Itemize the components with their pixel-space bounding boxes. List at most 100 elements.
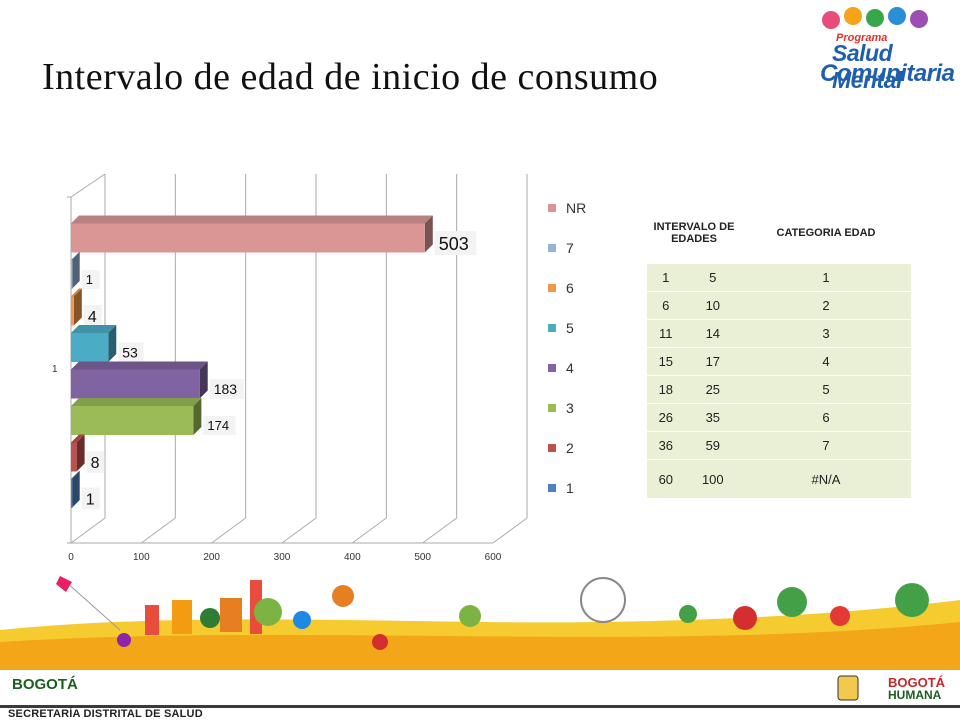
- bar-2: [71, 442, 77, 472]
- category-cell: 3: [741, 319, 911, 348]
- legend-label: 2: [566, 440, 574, 456]
- data-label-bg: [86, 451, 105, 473]
- logo-program-text: Programa: [836, 32, 888, 44]
- interval-from-cell: 1: [647, 264, 685, 292]
- person-icon: [679, 605, 697, 623]
- data-label: 8: [91, 455, 100, 472]
- bar-top: [71, 361, 208, 370]
- person-icon: [200, 608, 220, 628]
- bar-3: [71, 406, 194, 435]
- x-tick-label: 0: [68, 552, 74, 563]
- bar-side: [424, 215, 433, 253]
- bar-side: [199, 361, 208, 399]
- legend-swatch: [548, 204, 556, 212]
- data-label: 53: [122, 345, 138, 361]
- ferris-wheel-icon: [580, 577, 626, 623]
- x-tick-label: 400: [344, 552, 361, 563]
- bar-side: [71, 471, 80, 508]
- bar-side: [76, 434, 85, 472]
- floor-gridline: [281, 517, 317, 544]
- interval-from-cell: 26: [647, 403, 685, 432]
- category-cell: 7: [741, 431, 911, 460]
- footer-bar: [0, 672, 960, 720]
- interval-from-cell: 15: [647, 347, 685, 376]
- data-label: 4: [88, 309, 97, 326]
- interval-to-cell: 10: [684, 291, 741, 320]
- interval-from-cell: 6: [647, 291, 685, 320]
- footer-divider: [0, 705, 960, 708]
- data-label: 174: [207, 418, 229, 433]
- tree-icon: [895, 583, 929, 617]
- person-icon: [830, 606, 850, 626]
- table-row: 60 100 #N/A: [647, 459, 911, 499]
- wall-edge: [70, 173, 106, 198]
- legend-label: 5: [566, 320, 574, 336]
- tree-icon: [777, 587, 807, 617]
- balloon-icon: [332, 585, 354, 607]
- legend-label: NR: [566, 200, 587, 216]
- data-label: 183: [214, 381, 238, 397]
- data-label-bg: [81, 487, 100, 510]
- legend-swatch: [548, 404, 556, 412]
- bar-top: [71, 434, 85, 443]
- cyclist-icon: [372, 634, 388, 650]
- legend-swatch: [548, 244, 556, 252]
- interval-from-cell: 36: [647, 431, 685, 460]
- data-label-bg: [209, 379, 244, 399]
- building-icon: [172, 600, 192, 634]
- interval-from-cell: 18: [647, 375, 685, 404]
- person-icon: [293, 611, 311, 629]
- legend-swatch: [548, 324, 556, 332]
- legend-label: 6: [566, 280, 574, 296]
- bar-NR: [71, 223, 425, 253]
- bar-side: [71, 252, 80, 289]
- table-row: 11 14 3: [647, 319, 911, 348]
- table-header-categoria: CATEGORIA EDAD: [741, 202, 911, 264]
- interval-to-cell: 25: [684, 375, 741, 404]
- table-row: 36 59 7: [647, 431, 911, 460]
- data-label: 503: [439, 234, 469, 254]
- kite-icon: [56, 576, 72, 592]
- bar-top: [71, 215, 433, 224]
- salud-mental-logo: Programa Salud Mental Comunitaria: [806, 2, 956, 94]
- building-icon: [220, 598, 242, 632]
- interval-to-cell: 17: [684, 347, 741, 376]
- building-icon: [145, 605, 159, 635]
- interval-to-cell: 59: [684, 431, 741, 460]
- table-header-intervalo: INTERVALO DE EDADES: [647, 202, 741, 264]
- family-icon: [733, 606, 757, 630]
- interval-to-cell: 100: [684, 459, 741, 499]
- bar-5: [71, 333, 109, 362]
- floor-gridline: [70, 517, 106, 544]
- logo-title-2: Comunitaria: [820, 60, 955, 87]
- kite-string: [65, 581, 121, 631]
- logo-figures-icon: [822, 7, 928, 29]
- bar-6: [71, 296, 74, 326]
- floor-gridline: [352, 517, 387, 544]
- legend-swatch: [548, 284, 556, 292]
- bogota-left-logo: BOGOTÁ: [12, 676, 78, 693]
- x-tick-label: 200: [203, 552, 220, 563]
- table-row: 15 17 4: [647, 347, 911, 376]
- legend-swatch: [548, 444, 556, 452]
- child-icon: [117, 633, 131, 647]
- data-label-bg: [118, 342, 144, 363]
- data-label: 1: [86, 492, 95, 509]
- legend-swatch: [548, 364, 556, 372]
- y-tick-label: 1: [52, 364, 58, 375]
- bar-top: [71, 325, 117, 333]
- x-tick-label: 600: [485, 552, 502, 563]
- bar-top: [71, 252, 80, 260]
- person-icon: [459, 605, 481, 627]
- bar-7: [71, 260, 73, 289]
- legend-swatch: [548, 484, 556, 492]
- bogota-right-text-1: BOGOTÁ: [888, 675, 946, 690]
- bogota-right-text-2: HUMANA: [888, 688, 942, 702]
- legend-label: 3: [566, 400, 574, 416]
- floor-gridline: [422, 517, 457, 544]
- data-label: 1: [86, 272, 93, 287]
- category-cell: #N/A: [741, 459, 911, 499]
- floor-gridline: [492, 517, 528, 544]
